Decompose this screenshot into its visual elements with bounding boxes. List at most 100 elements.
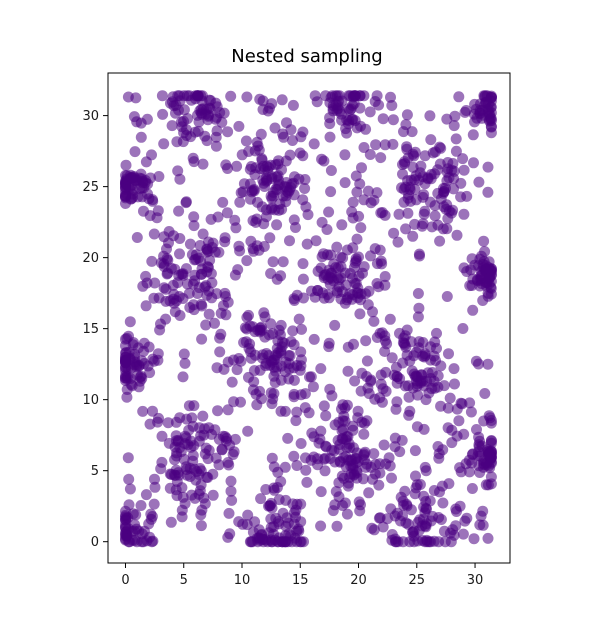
scatter-point bbox=[120, 519, 131, 531]
scatter-point bbox=[302, 209, 314, 221]
scatter-point bbox=[152, 354, 164, 366]
scatter-point bbox=[386, 352, 398, 364]
scatter-point bbox=[324, 131, 336, 143]
scatter-point bbox=[156, 430, 168, 442]
scatter-point bbox=[149, 277, 161, 289]
scatter-point bbox=[456, 398, 468, 410]
scatter-point bbox=[341, 508, 353, 520]
scatter-point bbox=[331, 520, 343, 532]
scatter-point bbox=[442, 213, 454, 225]
scatter-point bbox=[388, 227, 400, 239]
scatter-point bbox=[137, 405, 149, 417]
x-tick-label: 10 bbox=[234, 573, 251, 588]
scatter-point bbox=[473, 176, 485, 188]
scatter-point bbox=[411, 421, 423, 433]
scatter-point bbox=[147, 195, 159, 207]
scatter-point bbox=[358, 428, 370, 440]
scatter-point bbox=[351, 233, 363, 245]
scatter-point bbox=[451, 430, 463, 442]
scatter-point bbox=[459, 106, 471, 118]
scatter-point bbox=[413, 302, 425, 314]
scatter-point bbox=[368, 194, 380, 206]
scatter-point bbox=[374, 244, 386, 256]
scatter-point bbox=[356, 162, 367, 174]
scatter-point bbox=[392, 236, 404, 248]
scatter-point bbox=[273, 155, 284, 167]
scatter-point bbox=[197, 228, 209, 240]
scatter-point bbox=[246, 186, 258, 198]
scatter-point bbox=[210, 140, 222, 152]
scatter-point bbox=[362, 185, 374, 197]
scatter-point bbox=[241, 255, 253, 267]
scatter-point bbox=[199, 281, 211, 293]
scatter-point bbox=[226, 376, 238, 388]
scatter-point bbox=[217, 196, 229, 208]
scatter-point bbox=[361, 415, 373, 427]
scatter-point bbox=[178, 90, 190, 102]
scatter-point bbox=[483, 460, 495, 472]
scatter-point bbox=[429, 200, 441, 212]
scatter-point bbox=[179, 357, 191, 369]
scatter-point bbox=[161, 243, 172, 255]
scatter-point bbox=[364, 149, 376, 160]
scatter-point bbox=[349, 257, 361, 269]
scatter-point bbox=[204, 254, 216, 266]
scatter-point bbox=[375, 369, 387, 381]
scatter-point bbox=[351, 122, 363, 134]
scatter-point bbox=[379, 209, 391, 221]
scatter-point bbox=[451, 229, 463, 241]
scatter-point bbox=[280, 494, 292, 506]
scatter-point bbox=[284, 350, 296, 362]
x-tick-label: 15 bbox=[292, 573, 309, 588]
scatter-point bbox=[291, 498, 303, 510]
scatter-point bbox=[474, 105, 486, 116]
scatter-point bbox=[241, 519, 253, 531]
scatter-point bbox=[229, 433, 241, 445]
scatter-point bbox=[263, 329, 275, 341]
scatter-point bbox=[387, 138, 399, 150]
scatter-point bbox=[256, 393, 268, 405]
scatter-point bbox=[425, 515, 437, 527]
scatter-point bbox=[482, 358, 494, 370]
scatter-point bbox=[174, 310, 186, 321]
scatter-point bbox=[434, 235, 446, 247]
scatter-point bbox=[407, 230, 419, 242]
plot-frame bbox=[107, 72, 511, 564]
scatter-point bbox=[272, 516, 284, 527]
scatter-point bbox=[444, 392, 456, 404]
scatter-point bbox=[402, 207, 414, 219]
scatter-point bbox=[207, 489, 219, 501]
scatter-point bbox=[173, 205, 185, 217]
scatter-point bbox=[315, 520, 327, 532]
scatter-point bbox=[435, 360, 447, 372]
scatter-point bbox=[468, 533, 480, 545]
scatter-point bbox=[139, 177, 151, 189]
x-tick-label: 5 bbox=[180, 573, 188, 588]
scatter-point bbox=[180, 196, 192, 208]
scatter-point bbox=[255, 128, 267, 140]
scatter-point bbox=[325, 186, 337, 198]
scatter-point bbox=[188, 156, 200, 168]
scatter-point bbox=[176, 511, 188, 523]
scatter-point bbox=[269, 122, 281, 134]
scatter-point bbox=[391, 396, 403, 408]
scatter-point bbox=[471, 424, 482, 435]
scatter-point bbox=[264, 500, 276, 512]
scatter-point bbox=[225, 475, 237, 487]
scatter-point bbox=[148, 292, 160, 304]
scatter-point bbox=[339, 149, 351, 161]
x-tick-label: 30 bbox=[467, 573, 484, 588]
scatter-point bbox=[148, 498, 160, 510]
scatter-point bbox=[350, 170, 362, 182]
scatter-point bbox=[226, 494, 238, 506]
scatter-point bbox=[378, 439, 390, 451]
scatter-point bbox=[209, 424, 221, 436]
scatter-point bbox=[301, 238, 313, 250]
scatter-point bbox=[144, 418, 156, 430]
scatter-point bbox=[370, 139, 382, 151]
scatter-point bbox=[237, 186, 249, 198]
scatter-point bbox=[308, 138, 320, 150]
scatter-point bbox=[254, 93, 266, 105]
scatter-point bbox=[122, 452, 134, 464]
